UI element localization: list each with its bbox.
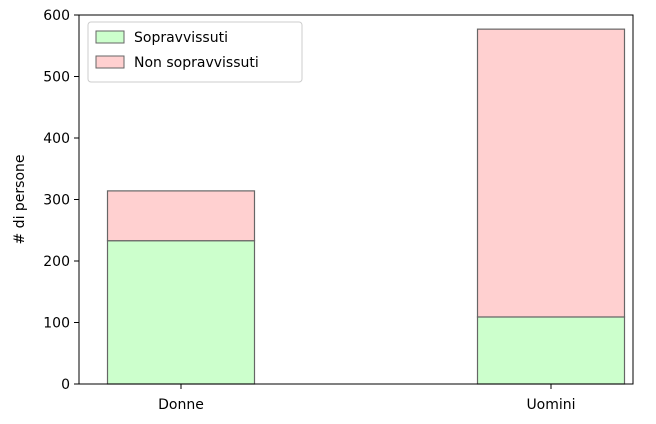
y-axis: 0 100 200 300 400 500 600 — [43, 8, 79, 393]
y-tick-label: 100 — [43, 316, 70, 332]
y-tick-label: 600 — [43, 8, 70, 24]
y-tick-label: 400 — [43, 131, 70, 147]
y-tick-label: 0 — [61, 377, 70, 393]
x-axis: Donne Uomini — [158, 384, 576, 413]
y-axis-label: # di persone — [12, 154, 28, 244]
legend-box — [87, 21, 303, 83]
plot-frame — [78, 14, 634, 385]
bar-donne-sopravvissuti — [106, 240, 256, 385]
legend-swatch-sopravvissuti — [95, 30, 125, 44]
legend-label-sopravvissuti: Sopravvissuti — [134, 30, 228, 46]
y-tick-label: 500 — [43, 70, 70, 86]
x-tick-label-donne: Donne — [158, 397, 204, 413]
legend-label-non-sopravvissuti: Non sopravvissuti — [134, 55, 259, 71]
bar-uomini-sopravvissuti — [476, 316, 626, 385]
legend: Sopravvissuti Non sopravvissuti — [87, 21, 303, 83]
x-tick-label-uomini: Uomini — [526, 397, 575, 413]
y-tick-label: 300 — [43, 193, 70, 209]
bars-layer — [106, 28, 626, 385]
bar-uomini-non-sopravvissuti — [476, 28, 626, 318]
legend-swatch-non-sopravvissuti — [95, 55, 125, 69]
bar-donne-non-sopravvissuti — [106, 190, 256, 242]
y-tick-label: 200 — [43, 254, 70, 270]
